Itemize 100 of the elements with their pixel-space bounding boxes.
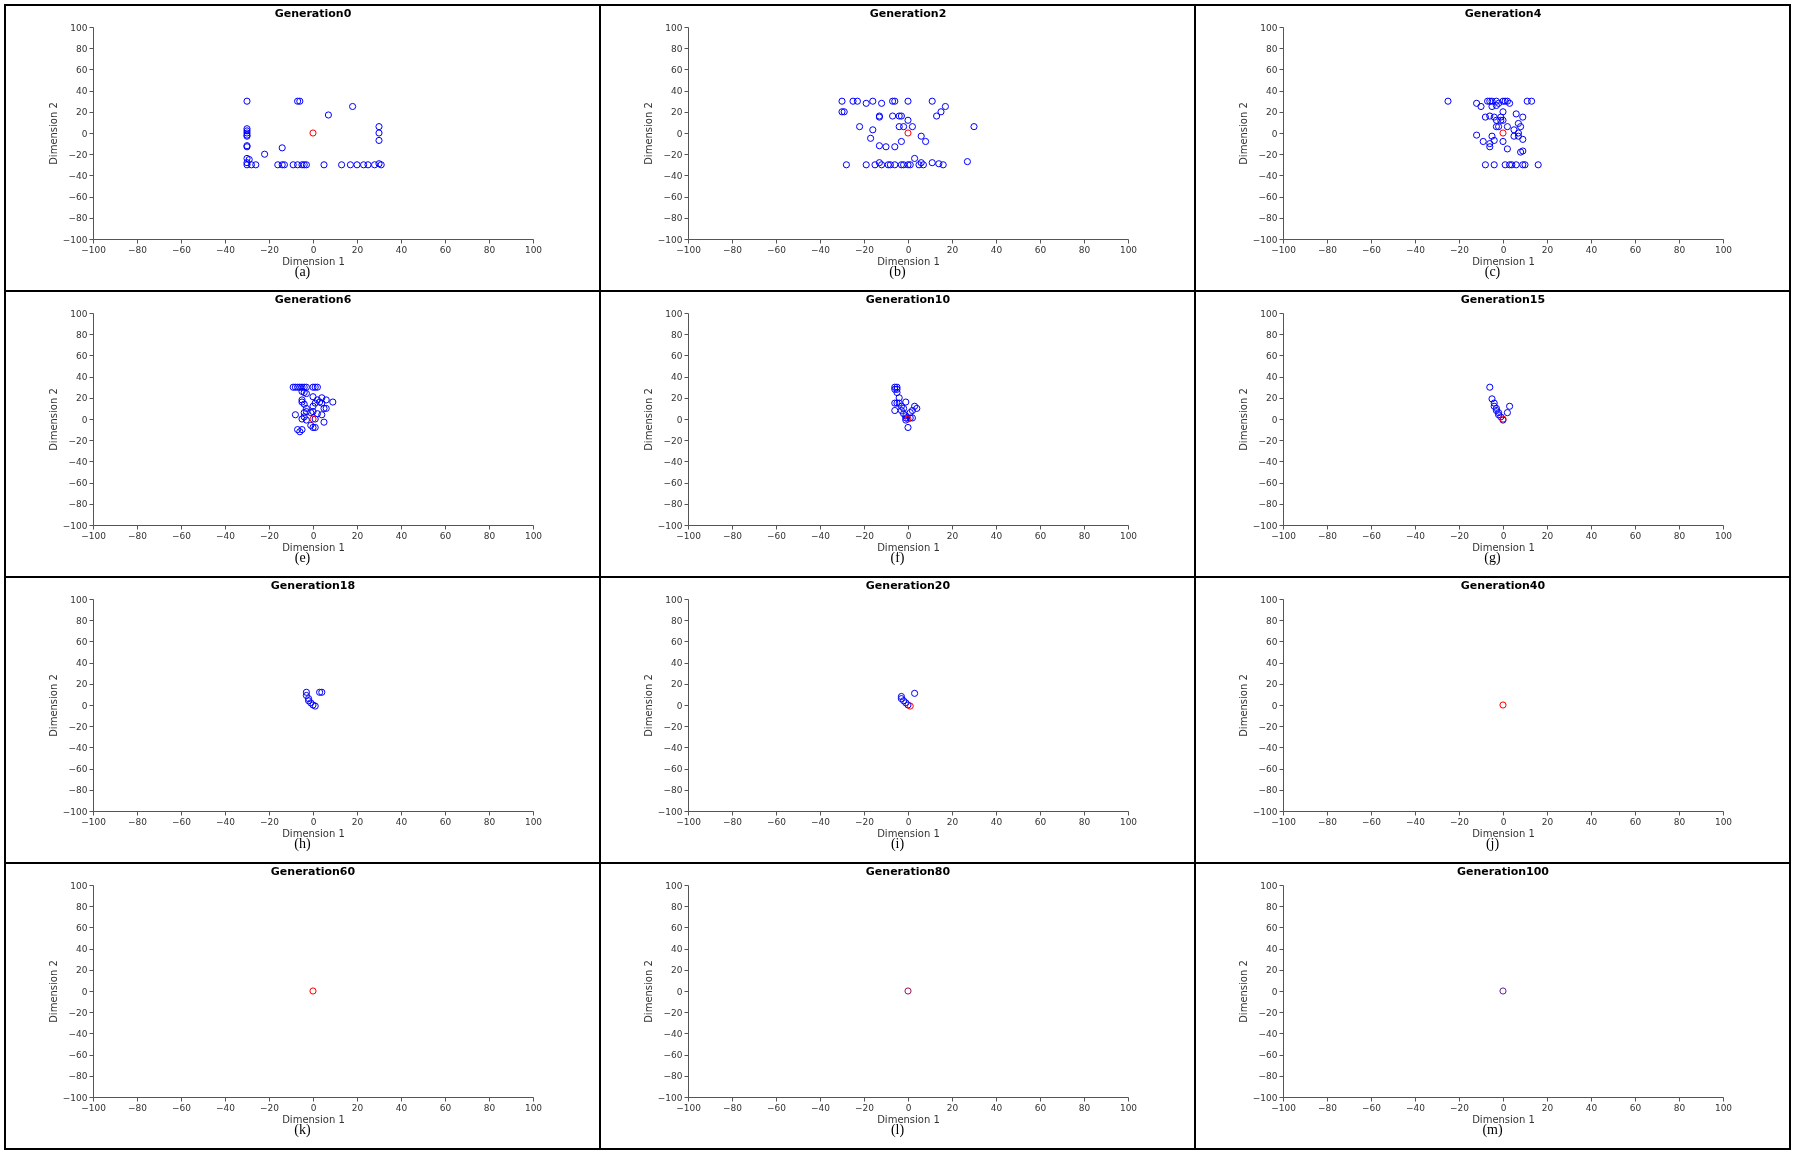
y-axis-title: Dimension 2 bbox=[1237, 674, 1249, 737]
chart-title: Generation10 bbox=[865, 293, 951, 306]
x-tick-label: 0 bbox=[1500, 530, 1507, 541]
x-tick-label: −80 bbox=[722, 530, 742, 541]
x-tick-label: −40 bbox=[810, 1102, 830, 1113]
x-tick-label: 0 bbox=[905, 816, 912, 827]
y-tick-label: −80 bbox=[68, 499, 88, 510]
x-tick-label: 40 bbox=[990, 530, 1002, 541]
y-tick-label: 20 bbox=[670, 965, 683, 976]
text: (e) bbox=[294, 550, 311, 566]
x-tick-label: 40 bbox=[990, 1102, 1002, 1113]
y-tick-label: 100 bbox=[1259, 594, 1278, 605]
x-axis-title: Dimension 1 bbox=[1471, 255, 1535, 267]
y-tick-label: 20 bbox=[1265, 393, 1278, 404]
y-axis-title: Dimension 2 bbox=[47, 102, 59, 165]
y-tick-label: −20 bbox=[68, 1007, 88, 1018]
y-tick-label: 40 bbox=[75, 658, 88, 669]
y-tick-label: 0 bbox=[1271, 414, 1278, 425]
y-tick-label: 80 bbox=[1265, 901, 1278, 912]
y-tick-label: 100 bbox=[664, 22, 683, 33]
x-tick-label: −60 bbox=[171, 530, 191, 541]
x-tick-label: 0 bbox=[905, 1102, 912, 1113]
y-tick-label: 0 bbox=[676, 414, 683, 425]
y-tick-label: −20 bbox=[663, 1007, 683, 1018]
y-tick-label: −80 bbox=[68, 213, 88, 224]
y-tick-label: 80 bbox=[1265, 329, 1278, 340]
x-tick-label: −60 bbox=[171, 244, 191, 255]
y-tick-label: 40 bbox=[1265, 86, 1278, 97]
y-tick-label: −80 bbox=[1258, 1071, 1278, 1082]
y-tick-label: −20 bbox=[1258, 149, 1278, 160]
y-tick-label: −60 bbox=[1258, 478, 1278, 489]
y-tick-label: −40 bbox=[1258, 1028, 1278, 1039]
x-tick-label: 0 bbox=[905, 244, 912, 255]
y-tick-label: −20 bbox=[663, 435, 683, 446]
chart-title: Generation40 bbox=[1460, 579, 1546, 592]
y-tick-label: 100 bbox=[1259, 308, 1278, 319]
y-tick-label: 40 bbox=[670, 372, 683, 383]
x-tick-label: −80 bbox=[1317, 816, 1337, 827]
y-axis-title: Dimension 2 bbox=[47, 388, 59, 451]
y-axis-title: Dimension 2 bbox=[1237, 960, 1249, 1023]
y-tick-label: −80 bbox=[68, 785, 88, 796]
y-tick-label: −100 bbox=[657, 806, 683, 817]
x-tick-label: 100 bbox=[1119, 530, 1137, 541]
x-tick-label: −40 bbox=[1405, 244, 1425, 255]
y-tick-label: 20 bbox=[670, 679, 683, 690]
x-axis-title: Dimension 1 bbox=[1471, 541, 1535, 553]
y-tick-label: −20 bbox=[1258, 435, 1278, 446]
y-tick-label: −20 bbox=[1258, 1007, 1278, 1018]
x-tick-label: 100 bbox=[1714, 244, 1732, 255]
y-tick-label: 80 bbox=[75, 901, 88, 912]
x-tick-label: −60 bbox=[171, 816, 191, 827]
y-tick-label: 20 bbox=[75, 679, 88, 690]
text: (i) bbox=[890, 836, 905, 852]
x-tick-label: 0 bbox=[1500, 816, 1507, 827]
x-tick-label: 80 bbox=[1673, 816, 1685, 827]
x-tick-label: −40 bbox=[810, 530, 830, 541]
y-tick-label: 100 bbox=[1259, 880, 1278, 891]
y-tick-label: 40 bbox=[670, 86, 683, 97]
x-tick-label: 60 bbox=[1629, 816, 1641, 827]
x-tick-label: 0 bbox=[1500, 244, 1507, 255]
x-tick-label: 40 bbox=[1585, 816, 1597, 827]
x-tick-label: −20 bbox=[1449, 816, 1469, 827]
x-tick-label: −20 bbox=[259, 530, 279, 541]
y-tick-label: −80 bbox=[1258, 785, 1278, 796]
x-tick-label: −80 bbox=[127, 816, 147, 827]
x-axis-title: Dimension 1 bbox=[1471, 827, 1535, 839]
y-tick-label: −100 bbox=[657, 234, 683, 245]
x-axis-title: Dimension 1 bbox=[876, 255, 940, 267]
y-tick-label: 20 bbox=[75, 393, 88, 404]
x-tick-label: −80 bbox=[722, 816, 742, 827]
y-tick-label: 60 bbox=[1265, 636, 1278, 647]
y-tick-label: −60 bbox=[68, 192, 88, 203]
x-tick-label: 60 bbox=[439, 1102, 451, 1113]
chart-title: Generation60 bbox=[270, 865, 356, 878]
x-tick-label: −20 bbox=[259, 244, 279, 255]
y-tick-label: 60 bbox=[75, 636, 88, 647]
x-tick-label: −20 bbox=[1449, 530, 1469, 541]
y-tick-label: 60 bbox=[670, 350, 683, 361]
y-tick-label: −100 bbox=[62, 806, 88, 817]
x-tick-label: 80 bbox=[1673, 244, 1685, 255]
x-axis-title: Dimension 1 bbox=[281, 541, 345, 553]
x-tick-label: −80 bbox=[722, 1102, 742, 1113]
text: (l) bbox=[890, 1122, 905, 1138]
x-tick-label: −40 bbox=[215, 530, 235, 541]
y-tick-label: −60 bbox=[68, 478, 88, 489]
x-tick-label: 60 bbox=[1034, 244, 1046, 255]
y-tick-label: 0 bbox=[1271, 128, 1278, 139]
x-tick-label: 20 bbox=[1541, 1102, 1553, 1113]
x-tick-label: −60 bbox=[171, 1102, 191, 1113]
text: (c) bbox=[1484, 264, 1501, 280]
y-tick-label: 0 bbox=[81, 986, 88, 997]
y-tick-label: 60 bbox=[670, 64, 683, 75]
y-tick-label: −40 bbox=[68, 456, 88, 467]
y-tick-label: −20 bbox=[663, 149, 683, 160]
x-tick-label: 60 bbox=[1034, 816, 1046, 827]
x-tick-label: 0 bbox=[310, 244, 317, 255]
y-tick-label: 0 bbox=[81, 414, 88, 425]
y-tick-label: 20 bbox=[670, 107, 683, 118]
chart-title: Generation6 bbox=[274, 293, 352, 306]
y-tick-label: −100 bbox=[1252, 806, 1278, 817]
